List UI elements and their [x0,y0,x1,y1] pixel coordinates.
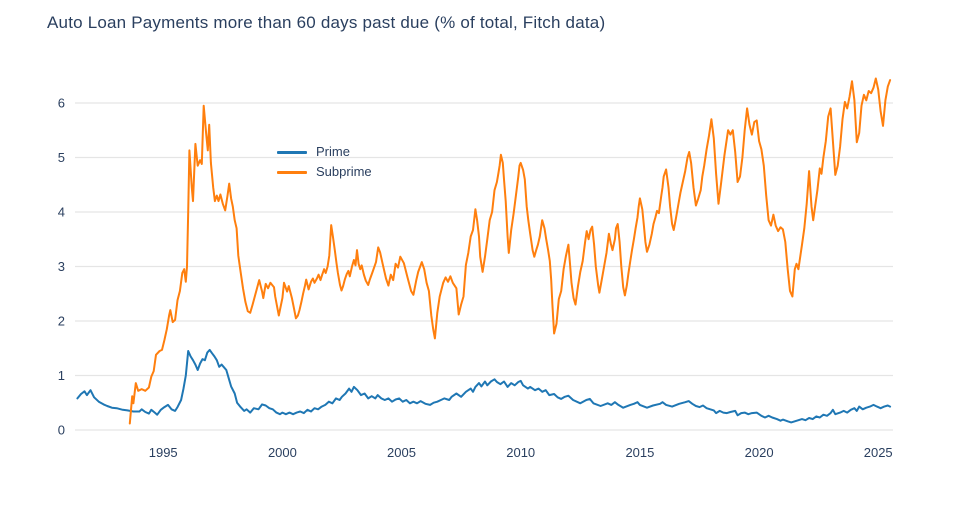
y-tick-label: 3 [58,259,65,274]
x-tick-label: 2020 [745,445,774,460]
y-tick-label: 5 [58,150,65,165]
legend-label-subprime: Subprime [316,164,372,179]
x-tick-label: 2025 [864,445,893,460]
legend: Prime Subprime [277,142,372,182]
x-tick-label: 2010 [506,445,535,460]
y-tick-label: 1 [58,368,65,383]
y-tick-label: 2 [58,314,65,329]
legend-item-subprime[interactable]: Subprime [277,162,372,182]
y-tick-label: 4 [58,205,65,220]
chart-title: Auto Loan Payments more than 60 days pas… [47,13,606,32]
x-tick-label: 2005 [387,445,416,460]
prime-line-swatch [277,150,307,154]
x-tick-label: 2000 [268,445,297,460]
subprime-line[interactable] [128,77,892,425]
legend-item-prime[interactable]: Prime [277,142,372,162]
y-tick-label: 0 [58,423,65,438]
subprime-line-swatch [277,170,307,174]
x-tick-label: 2015 [625,445,654,460]
legend-label-prime: Prime [316,144,350,159]
prime-line[interactable] [76,348,892,424]
x-tick-label: 1995 [149,445,178,460]
y-tick-label: 6 [58,96,65,111]
